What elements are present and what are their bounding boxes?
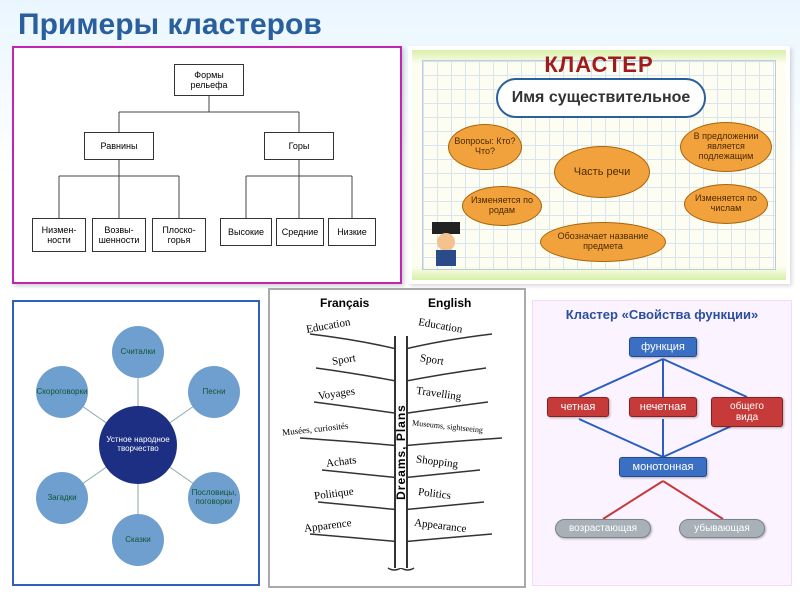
pill-main: Имя существительное: [496, 78, 706, 118]
panel-relief-tree: Формы рельефа Равнины Горы Низмен-ности …: [12, 46, 402, 284]
pill-2: Изменяется по родам: [462, 186, 542, 226]
panel-noun-cluster: КЛАСТЕР Имя существительное Часть речи В…: [408, 46, 790, 284]
pill-0: Вопросы: Кто? Что?: [448, 124, 522, 170]
node-mid-0: Равнины: [84, 132, 154, 160]
radial-leaf-0: Считалки: [112, 326, 164, 378]
page-title: Примеры кластеров: [0, 0, 800, 50]
radial-leaf-1: Песни: [188, 366, 240, 418]
trunk-label: Dreams, Plans: [394, 404, 408, 500]
node-l2-1: Средние: [276, 218, 324, 246]
pill-3: Изменяется по числам: [684, 184, 768, 224]
node-l1-1: Возвы-шенности: [92, 218, 146, 252]
radial-leaf-3: Сказки: [112, 514, 164, 566]
node-root: Формы рельефа: [174, 64, 244, 96]
radial-leaf-5: Скороговорки: [36, 366, 88, 418]
fn-root: функция: [629, 337, 697, 357]
node-l2-0: Высокие: [220, 218, 272, 246]
pill-center: Часть речи: [554, 146, 650, 198]
panel-folklore-radial: Устное народное творчество Считалки Песн…: [12, 300, 260, 586]
fn-mid-0: четная: [547, 397, 609, 417]
node-l1-0: Низмен-ности: [32, 218, 86, 252]
radial-center: Устное народное творчество: [99, 406, 177, 484]
panel-function-cluster: Кластер «Свойства функции» функция четна…: [532, 300, 792, 586]
fn-leaf-0: возрастающая: [555, 519, 651, 538]
fn-mono: монотонная: [619, 457, 707, 477]
node-l1-2: Плоско-горья: [152, 218, 206, 252]
cluster-header: КЛАСТЕР: [416, 52, 782, 78]
node-mid-1: Горы: [264, 132, 334, 160]
pill-4: Обозначает название предмета: [540, 222, 666, 262]
fn-leaf-1: убывающая: [679, 519, 765, 538]
radial-leaf-2: Пословицы, поговорки: [188, 472, 240, 524]
fn-mid-2: общего вида: [711, 397, 783, 427]
trunk: Dreams, Plans: [394, 336, 408, 568]
radial-leaf-4: Загадки: [36, 472, 88, 524]
pill-1: В предложении является подлежащим: [680, 122, 772, 172]
fn-mid-1: нечетная: [629, 397, 697, 417]
panel-language-tree: Français English Dreams, Plans Education…: [268, 288, 526, 588]
teacher-icon: [426, 218, 466, 268]
node-l2-2: Низкие: [328, 218, 376, 246]
